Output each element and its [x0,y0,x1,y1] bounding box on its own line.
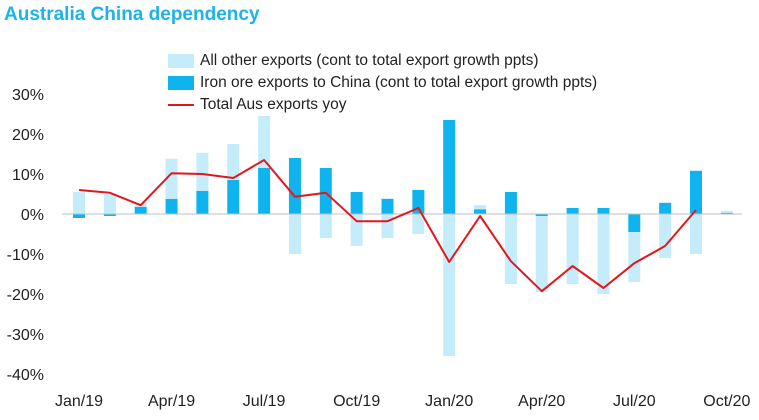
bar-iron-ore [288,158,301,214]
bar-iron-ore [381,198,394,214]
bar-other-exports [504,214,517,284]
legend-swatch-iron-ore [168,76,194,90]
bar-other-exports [566,214,579,284]
x-tick-label: Jul/20 [613,393,656,410]
bar-iron-ore [350,192,363,214]
bar-iron-ore [227,180,240,214]
bar-other-exports [319,214,332,238]
bar-iron-ore [597,208,610,214]
x-tick-label: Jan/20 [425,393,473,410]
y-tick-label: 30% [12,87,44,104]
bar-iron-ore [720,212,733,214]
y-tick-label: -10% [7,247,44,264]
x-tick-label: Oct/19 [333,393,380,410]
bar-other-exports [196,152,209,191]
bar-iron-ore [628,214,641,232]
bar-other-exports [474,205,487,210]
bar-other-exports [659,214,672,258]
legend-item-other-exports: All other exports (cont to total export … [168,50,597,72]
bar-iron-ore [319,168,332,214]
x-tick-label: Oct/20 [703,393,750,410]
bar-iron-ore [412,190,425,214]
bar-other-exports [443,214,456,356]
y-tick-label: -30% [7,327,44,344]
bar-other-exports [720,210,733,213]
bar-iron-ore [504,192,517,214]
y-tick-label: 0% [21,207,44,224]
bar-iron-ore [690,170,702,214]
y-tick-label: 20% [12,127,44,144]
line-total-exports [78,159,697,293]
bar-iron-ore [659,202,672,214]
x-tick-label: Apr/19 [148,393,195,410]
bar-iron-ore [134,206,147,214]
bar-iron-ore [165,198,178,214]
legend-label-other-exports: All other exports (cont to total export … [200,52,539,69]
bar-other-exports [628,232,641,282]
legend-item-iron-ore: Iron ore exports to China (cont to total… [168,72,597,94]
bar-other-exports [535,216,548,292]
bar-iron-ore [535,214,548,216]
bar-other-exports [412,214,425,234]
legend-label-total-exports: Total Aus exports yoy [200,96,347,113]
bar-other-exports [165,158,178,199]
legend-swatch-total-exports [168,103,194,107]
x-tick-label: Apr/20 [518,393,565,410]
bar-iron-ore [73,214,85,218]
legend: All other exports (cont to total export … [168,50,597,116]
bar-other-exports [350,214,363,246]
bar-iron-ore [443,120,456,214]
bar-other-exports [288,214,301,254]
bar-other-exports [103,194,116,214]
bar-other-exports [690,214,702,254]
bar-other-exports [227,144,240,180]
x-tick-label: Jan/19 [55,393,103,410]
bar-other-exports [258,116,271,168]
bar-iron-ore [103,214,116,216]
legend-item-total-exports: Total Aus exports yoy [168,94,597,116]
chart-title: Australia China dependency [4,4,260,25]
y-tick-label: -40% [7,367,44,384]
legend-label-iron-ore: Iron ore exports to China (cont to total… [200,74,598,91]
y-tick-label: 10% [12,167,44,184]
bar-iron-ore [196,190,209,214]
bar-other-exports [381,214,394,238]
legend-swatch-other-exports [168,54,194,68]
bar-other-exports [597,214,610,294]
x-tick-label: Jul/19 [243,393,286,410]
bar-iron-ore [566,208,579,214]
bar-iron-ore [474,209,487,214]
y-tick-label: -20% [7,287,44,304]
bar-iron-ore [258,168,271,214]
bar-other-exports [73,192,85,214]
